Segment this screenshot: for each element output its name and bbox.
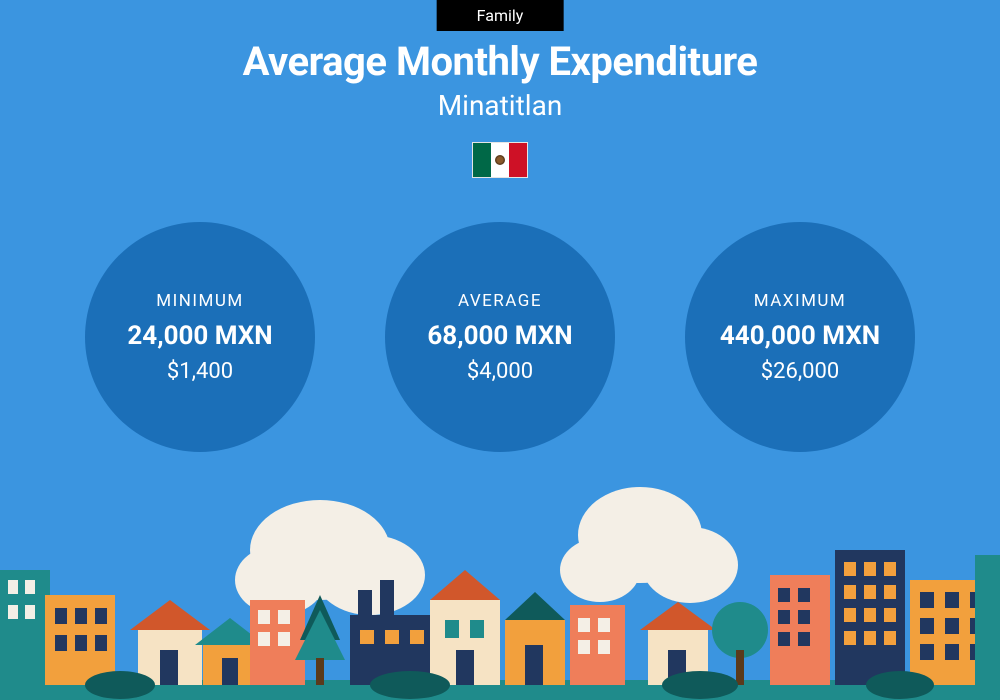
- stat-circle-minimum: MINIMUM 24,000 MXN $1,400: [85, 222, 315, 452]
- stat-value-usd: $1,400: [167, 359, 233, 384]
- stat-label: MAXIMUM: [754, 291, 847, 311]
- stat-value-local: 440,000 MXN: [720, 321, 880, 351]
- stat-value-usd: $4,000: [467, 359, 533, 384]
- mexico-flag-icon: [472, 142, 528, 178]
- stat-value-local: 68,000 MXN: [427, 321, 572, 351]
- stat-label: MINIMUM: [156, 291, 243, 311]
- stat-circle-maximum: MAXIMUM 440,000 MXN $26,000: [685, 222, 915, 452]
- tab-label: Family: [477, 6, 524, 25]
- page-title: Average Monthly Expenditure: [0, 38, 1000, 85]
- stat-circle-average: AVERAGE 68,000 MXN $4,000: [385, 222, 615, 452]
- stat-value-usd: $26,000: [761, 359, 840, 384]
- stat-circles-row: MINIMUM 24,000 MXN $1,400 AVERAGE 68,000…: [0, 222, 1000, 452]
- category-tab: Family: [437, 0, 564, 31]
- cityscape-illustration: [0, 480, 1000, 700]
- stat-label: AVERAGE: [458, 291, 542, 311]
- stat-value-local: 24,000 MXN: [127, 321, 272, 351]
- city-name: Minatitlan: [0, 89, 1000, 122]
